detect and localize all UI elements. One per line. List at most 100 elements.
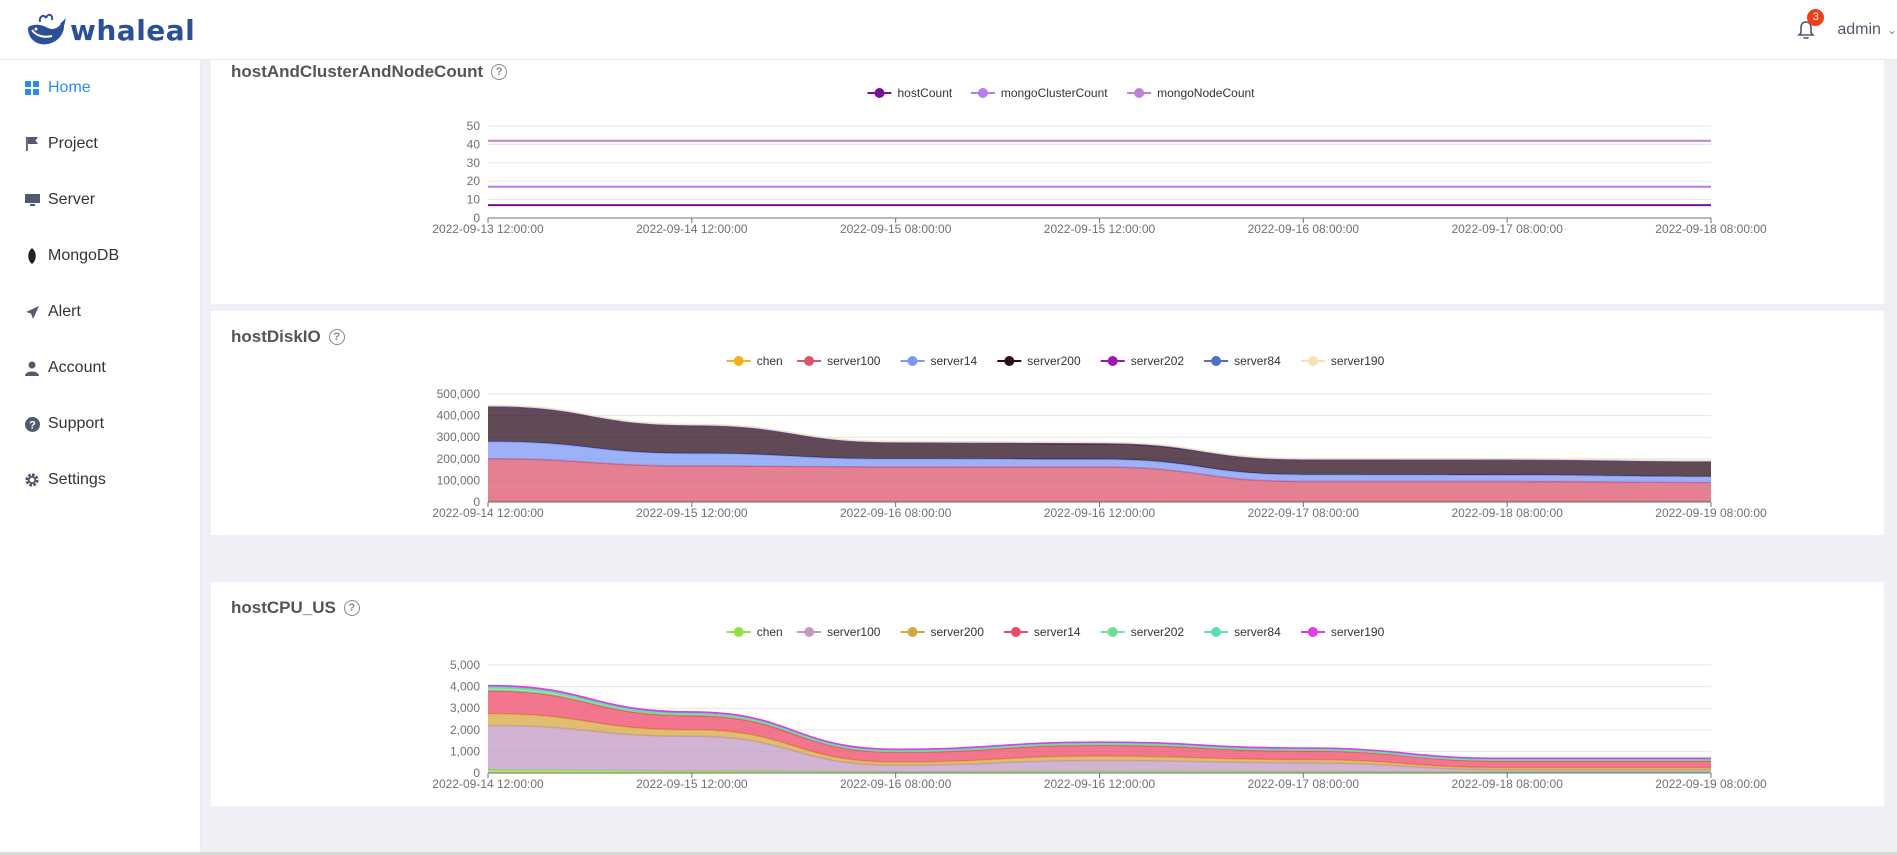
sidebar-item-label: Home	[48, 79, 91, 96]
legend-marker	[907, 627, 918, 637]
notification-badge: 3	[1807, 9, 1825, 26]
x-tick-label: 2022-09-14 12:00:00	[432, 777, 544, 791]
legend-label: server190	[1331, 625, 1385, 639]
legend-marker	[874, 88, 885, 98]
sidebar-item-label: Alert	[48, 303, 81, 320]
y-tick-label: 50	[467, 119, 481, 133]
notification-bell[interactable]: 3	[1795, 9, 1825, 41]
y-tick-label: 20	[467, 174, 481, 188]
legend-marker	[1107, 627, 1118, 637]
legend-label: server202	[1131, 354, 1185, 368]
series-line-server84	[487, 685, 1711, 760]
sidebar-item-mongodb[interactable]: MongoDB	[0, 228, 200, 284]
x-tick-label: 2022-09-16 12:00:00	[1044, 506, 1156, 520]
sidebar-item-support[interactable]: ? Support	[0, 396, 200, 452]
x-tick-label: 2022-09-16 08:00:00	[1248, 222, 1360, 236]
sidebar-item-settings[interactable]: Settings	[0, 452, 200, 508]
sidebar-item-label: Settings	[48, 471, 106, 488]
y-tick-label: 300,000	[437, 430, 481, 444]
sidebar-item-alert[interactable]: Alert	[0, 284, 200, 340]
legend-label: server100	[827, 625, 881, 639]
area-chart-host-disk-io: 0 100,000 200,000 300,000 400,000 500,000 2022…	[432, 354, 1767, 520]
user-menu[interactable]: admin ⌄	[1837, 21, 1897, 39]
legend-label: mongoClusterCount	[1001, 86, 1108, 100]
leaf-icon	[24, 248, 40, 264]
chart-title-text: hostDiskIO	[231, 327, 321, 346]
question-circle-icon: ?	[24, 416, 40, 432]
legend-item-server202: server202	[1100, 625, 1185, 639]
y-tick-label: 100,000	[437, 473, 481, 487]
sidebar: Home Project Server MongoDB Alert Accoun…	[0, 60, 201, 855]
sidebar-item-label: Project	[48, 135, 98, 152]
y-tick-label: 200,000	[437, 452, 481, 466]
x-tick-label: 2022-09-18 08:00:00	[1655, 222, 1767, 236]
x-tick-label: 2022-09-14 12:00:00	[432, 506, 544, 520]
chart-title: hostCPU_US ?	[231, 598, 360, 618]
series-area-server200	[488, 406, 1711, 477]
x-tick-label: 2022-09-15 08:00:00	[840, 222, 952, 236]
y-tick-label: 30	[467, 156, 481, 170]
legend-label: server84	[1234, 354, 1281, 368]
sidebar-item-label: Account	[48, 359, 106, 376]
legend-item-server202: server202	[1100, 354, 1185, 368]
app-logo[interactable]: whaleal	[24, 8, 195, 52]
legend-label: mongoNodeCount	[1157, 86, 1255, 100]
paper-plane-icon	[24, 304, 40, 320]
legend-item-chen: chen	[726, 354, 783, 368]
username-label: admin	[1837, 21, 1881, 38]
legend-marker	[1134, 88, 1145, 98]
y-tick-label: 0	[473, 495, 480, 509]
monitor-icon	[24, 192, 40, 208]
help-icon[interactable]: ?	[491, 64, 508, 80]
x-tick-label: 2022-09-19 08:00:00	[1655, 777, 1767, 791]
chevron-down-icon: ⌄	[1886, 23, 1897, 37]
legend-item-server200: server200	[997, 354, 1081, 368]
legend-marker	[1307, 356, 1318, 366]
x-tick-label: 2022-09-15 12:00:00	[636, 506, 748, 520]
sidebar-item-account[interactable]: Account	[0, 340, 200, 396]
x-tick-label: 2022-09-14 12:00:00	[636, 222, 748, 236]
whale-logo-icon	[28, 13, 66, 45]
legend-label: server190	[1331, 354, 1385, 368]
legend-marker	[804, 356, 815, 366]
legend-label: server14	[931, 354, 978, 368]
sidebar-item-project[interactable]: Project	[0, 116, 200, 172]
sidebar-item-home[interactable]: Home	[0, 60, 200, 116]
sidebar-item-server[interactable]: Server	[0, 172, 200, 228]
legend-item-server84: server84	[1204, 625, 1281, 639]
legend-item-server200: server200	[900, 625, 984, 639]
legend-item-hostCount: hostCount	[867, 86, 953, 100]
y-tick-label: 5,000	[450, 658, 480, 672]
header-right: 3 admin ⌄	[1795, 0, 1897, 60]
svg-text:?: ?	[29, 419, 36, 431]
series-line-server190	[487, 404, 1712, 462]
bottom-scrollbar[interactable]	[0, 852, 1897, 855]
x-tick-label: 2022-09-17 08:00:00	[1248, 777, 1360, 791]
series-area-server100	[488, 458, 1711, 502]
help-icon[interactable]: ?	[343, 600, 360, 616]
sidebar-item-label: Server	[48, 191, 96, 208]
gear-icon	[24, 472, 40, 488]
x-tick-label: 2022-09-16 08:00:00	[840, 506, 952, 520]
x-tick-label: 2022-09-17 08:00:00	[1451, 222, 1563, 236]
legend-label: server202	[1131, 625, 1185, 639]
legend-label: server84	[1234, 625, 1281, 639]
x-tick-label: 2022-09-18 08:00:00	[1451, 777, 1563, 791]
legend-item-mongoNodeCount: mongoNodeCount	[1127, 86, 1255, 100]
y-tick-label: 0	[473, 211, 480, 225]
legend-item-server190: server190	[1300, 625, 1385, 639]
y-tick-label: 3,000	[450, 701, 480, 715]
line-chart-host-cluster-node: 0 10 20 30 40 50 2022-09-13 12:00:00 2022-09-14…	[432, 86, 1767, 236]
legend-label: server200	[1027, 354, 1081, 368]
x-tick-label: 2022-09-16 08:00:00	[840, 777, 952, 791]
flag-icon	[24, 136, 40, 152]
legend-item-server100: server100	[797, 354, 881, 368]
legend-item-server84: server84	[1204, 354, 1281, 368]
x-tick-label: 2022-09-17 08:00:00	[1248, 506, 1360, 520]
y-tick-label: 400,000	[437, 409, 481, 423]
sidebar-item-label: Support	[48, 415, 105, 432]
chart-title-text: hostAndClusterAndNodeCount	[231, 62, 484, 81]
help-icon[interactable]: ?	[328, 329, 345, 345]
sidebar-item-label: MongoDB	[48, 247, 120, 264]
legend-marker	[1211, 356, 1222, 366]
